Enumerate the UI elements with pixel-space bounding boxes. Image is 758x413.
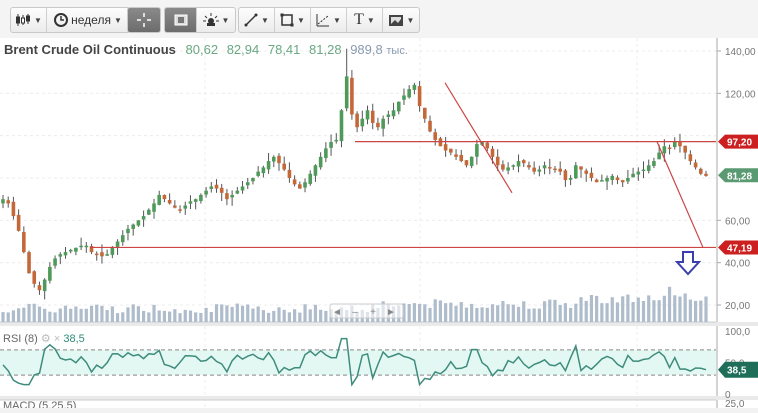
close-icon[interactable]: × [53,333,61,345]
shape-tool-button[interactable]: ▼ [275,8,311,32]
indicator-panel-button[interactable] [165,8,197,32]
svg-text:25,0: 25,0 [725,399,745,408]
trendline-tool-button[interactable]: ▼ [239,8,275,32]
toolbar-group-chart-type: ▼ неделя ▼ [10,7,130,33]
svg-text:38,5: 38,5 [727,366,747,377]
svg-text:40,00: 40,00 [725,259,750,270]
ohlc-open: 80,62 [185,42,219,57]
svg-text:47,19: 47,19 [727,243,752,254]
rectangle-icon [280,13,294,27]
indicator-panel-icon [174,14,187,26]
period-select[interactable]: неделя ▼ [47,8,129,32]
toolbar: ▼ неделя ▼ ▼ ▼ ▼ ▼ [0,0,758,38]
rsi-title: RSI (8) [3,333,38,345]
fibonacci-icon [316,14,330,27]
svg-text:140,00: 140,00 [725,47,756,58]
chart-type-button[interactable]: ▼ [11,8,47,32]
svg-text:+: + [370,307,376,318]
crosshair-button[interactable] [128,8,160,32]
period-label: неделя [71,13,111,27]
chevron-down-icon: ▼ [34,15,42,25]
ohlc-low: 78,41 [267,42,301,57]
signals-icon [202,13,219,26]
chart-canvas[interactable]: ◄ – + ► 140,00 120,00 60,00 40,00 20,00 97,20 81,2… [0,38,758,410]
svg-text:◄: ◄ [332,307,342,318]
chevron-down-icon: ▼ [406,15,415,25]
macd-legend: MACD (5,25,5) [3,400,76,408]
gear-icon[interactable]: ⚙ [40,333,51,345]
chevron-down-icon: ▼ [333,15,341,25]
svg-text:–: – [352,307,358,318]
svg-text:81,28: 81,28 [727,171,752,182]
svg-text:20,00: 20,00 [725,301,750,312]
crosshair-icon [137,13,151,27]
toolbar-group-drawing: ▼ ▼ ▼ T ▼ ▼ [238,7,420,33]
text-tool-icon: T [354,11,364,28]
volume-value: 989,8 [350,42,383,57]
toolbar-group-view [127,7,161,33]
chevron-down-icon: ▼ [297,15,305,25]
image-export-button[interactable]: ▼ [383,8,419,32]
signals-button[interactable]: ▼ [197,8,235,32]
chart-header: Brent Crude Oil Continuous 80,62 82,94 7… [4,42,408,57]
chevron-down-icon: ▼ [113,15,122,25]
trendline-icon [244,13,258,27]
chevron-down-icon: ▼ [221,15,230,25]
svg-text:120,00: 120,00 [725,89,756,100]
chart-area[interactable]: ◄ – + ► 140,00 120,00 60,00 40,00 20,00 97,20 81,2… [0,38,758,410]
text-tool-button[interactable]: T ▼ [347,8,383,32]
svg-text:0: 0 [725,390,731,401]
toolbar-group-panels: ▼ [164,7,236,33]
ohlc-high: 82,94 [226,42,260,57]
rsi-value: 38,5 [63,333,85,345]
rsi-legend: RSI (8) ⚙ × 38,5 [3,332,85,345]
macd-title: MACD (5,25,5) [3,400,77,408]
candlestick-icon [16,14,31,26]
ohlc-close: 81,28 [309,42,342,57]
chevron-down-icon: ▼ [261,15,269,25]
fibonacci-tool-button[interactable]: ▼ [311,8,347,32]
svg-text:►: ► [386,307,396,318]
svg-text:97,20: 97,20 [727,138,752,149]
chart-navigator[interactable]: ◄ – + ► [329,303,404,319]
image-icon [388,14,403,26]
chevron-down-icon: ▼ [366,15,375,25]
svg-text:60,00: 60,00 [725,216,750,227]
clock-icon [54,13,69,27]
svg-text:100,0: 100,0 [725,327,750,338]
instrument-title: Brent Crude Oil Continuous [4,42,176,57]
volume-unit: тыс. [386,45,408,57]
